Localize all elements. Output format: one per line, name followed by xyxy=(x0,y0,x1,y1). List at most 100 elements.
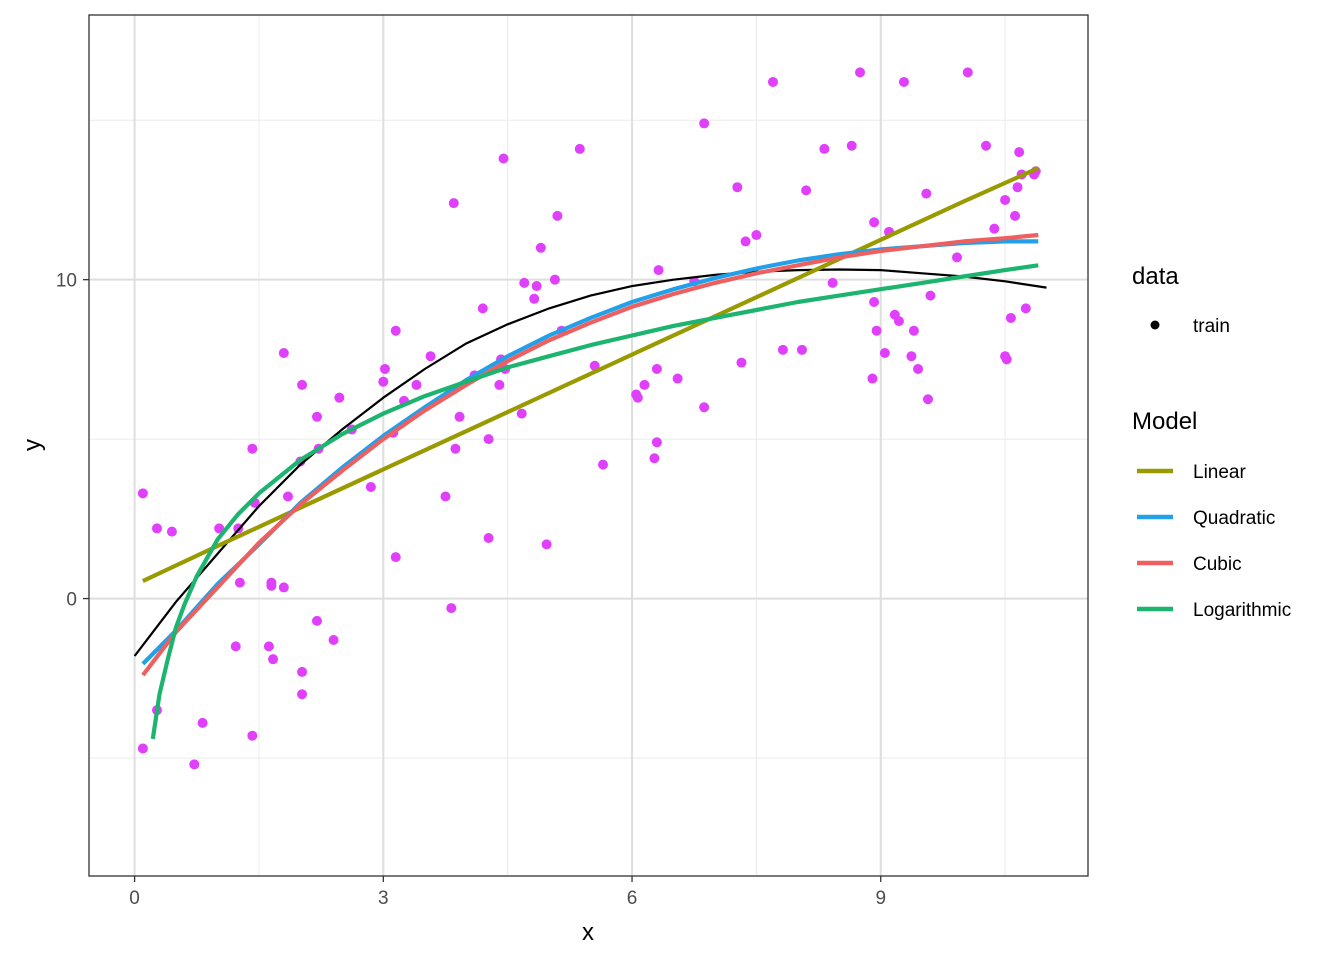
data-point xyxy=(379,363,390,374)
data-point xyxy=(908,325,919,336)
data-point xyxy=(234,577,245,588)
lines-layer xyxy=(133,166,1047,740)
true-curve-line xyxy=(133,268,1047,657)
data-point xyxy=(189,759,200,770)
data-point xyxy=(535,242,546,253)
data-point xyxy=(1001,354,1012,365)
data-point xyxy=(598,459,609,470)
data-point xyxy=(751,230,762,241)
data-point xyxy=(906,351,917,362)
axis-ticks xyxy=(83,279,882,882)
data-point xyxy=(632,392,643,403)
data-point xyxy=(639,379,650,390)
data-point xyxy=(263,641,274,652)
data-point xyxy=(653,265,664,276)
data-point xyxy=(736,357,747,368)
series-line-logarithmic xyxy=(150,263,1039,740)
data-point xyxy=(855,67,866,78)
x-tick-label: 3 xyxy=(378,888,389,909)
data-point xyxy=(925,290,936,301)
data-point xyxy=(247,730,258,741)
data-point xyxy=(952,252,963,263)
data-point xyxy=(871,325,882,336)
data-point xyxy=(278,582,289,593)
legend-train-label: train xyxy=(1193,316,1230,337)
data-point xyxy=(311,615,322,626)
data-point xyxy=(879,348,890,359)
data-point xyxy=(450,443,461,454)
data-point xyxy=(913,363,924,374)
y-tick-label: 0 xyxy=(66,590,77,611)
data-point xyxy=(732,182,743,193)
points-layer xyxy=(137,67,1041,770)
data-point xyxy=(651,363,662,374)
data-point xyxy=(1014,147,1025,158)
x-tick-labels: 0 3 6 9 xyxy=(129,888,886,909)
data-point xyxy=(777,344,788,355)
x-tick-label: 6 xyxy=(627,888,638,909)
y-tick-label: 10 xyxy=(56,271,77,292)
data-point xyxy=(334,392,345,403)
data-point xyxy=(552,210,563,221)
legend: data train Model Linear Quadratic Cubic Log… xyxy=(1132,263,1291,621)
data-point xyxy=(672,373,683,384)
data-point xyxy=(311,411,322,422)
data-point xyxy=(137,743,148,754)
legend-label-quadratic: Quadratic xyxy=(1193,508,1275,529)
data-point xyxy=(297,689,308,700)
data-point xyxy=(454,411,465,422)
data-point xyxy=(477,303,488,314)
legend-label-logarithmic: Logarithmic xyxy=(1193,600,1291,621)
data-point xyxy=(1000,194,1011,205)
legend-model-title: Model xyxy=(1132,408,1197,435)
data-point xyxy=(846,140,857,151)
data-point xyxy=(328,635,339,646)
data-point xyxy=(921,188,932,199)
legend-train-key xyxy=(1150,320,1160,330)
grid-major xyxy=(89,15,1088,876)
data-point xyxy=(278,348,289,359)
y-tick-labels: 0 10 xyxy=(56,271,77,611)
data-point xyxy=(801,185,812,196)
data-point xyxy=(867,373,878,384)
data-point xyxy=(531,281,542,292)
data-point xyxy=(981,140,992,151)
data-point xyxy=(247,443,258,454)
data-point xyxy=(574,143,585,154)
x-tick-label: 9 xyxy=(875,888,886,909)
data-point xyxy=(266,577,277,588)
data-point xyxy=(827,277,838,288)
data-point xyxy=(819,143,830,154)
data-point xyxy=(365,481,376,492)
data-point xyxy=(390,325,401,336)
data-point xyxy=(448,198,459,209)
series-line-cubic xyxy=(141,232,1039,677)
data-point xyxy=(519,277,530,288)
data-point xyxy=(297,379,308,390)
data-point xyxy=(440,491,451,502)
data-point xyxy=(151,523,162,534)
data-point xyxy=(549,274,560,285)
data-point xyxy=(541,539,552,550)
data-point xyxy=(699,118,710,129)
data-point xyxy=(483,532,494,543)
data-point xyxy=(898,76,909,87)
data-point xyxy=(197,717,208,728)
data-point xyxy=(1005,312,1016,323)
legend-label-cubic: Cubic xyxy=(1193,554,1242,575)
data-point xyxy=(268,654,279,665)
data-point xyxy=(651,437,662,448)
data-point xyxy=(893,316,904,327)
data-point xyxy=(494,379,505,390)
data-point xyxy=(166,526,177,537)
plot-panel-border xyxy=(88,14,1089,877)
data-point xyxy=(740,236,751,247)
data-point xyxy=(699,402,710,413)
data-point xyxy=(767,76,778,87)
data-point xyxy=(869,297,880,307)
data-point xyxy=(516,408,527,419)
data-point xyxy=(425,351,436,362)
data-point xyxy=(649,453,660,464)
